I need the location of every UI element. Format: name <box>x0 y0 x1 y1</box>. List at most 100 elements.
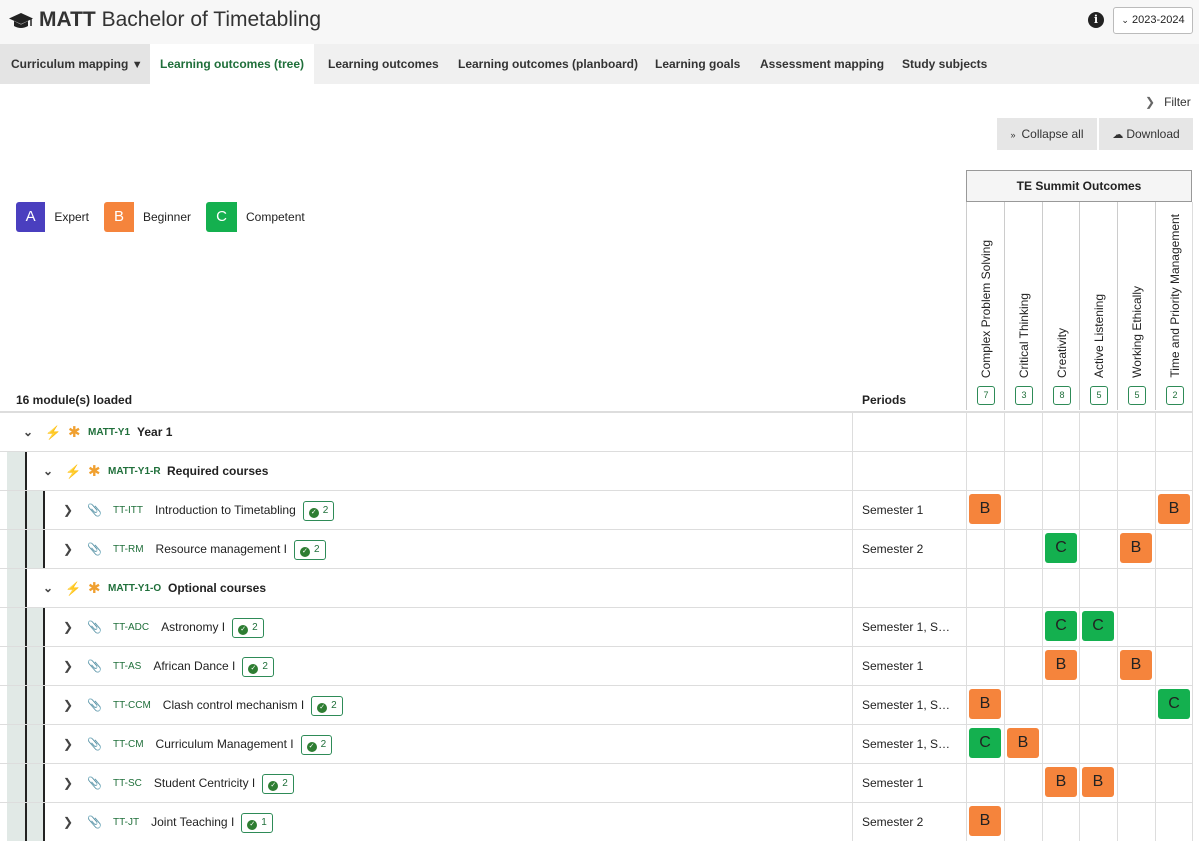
year-select[interactable]: ⌄ 2023-2024 <box>1113 7 1193 34</box>
outcome-level-cell[interactable]: B <box>1082 767 1114 797</box>
module-code[interactable]: TT-SC <box>113 778 142 789</box>
module-code[interactable]: TT-JT <box>113 817 140 828</box>
module-code[interactable]: TT-CM <box>113 739 144 750</box>
table-row[interactable]: ❯ 📎 TT-AS African Dance I ✓ 2 Semester 1 <box>0 646 1193 685</box>
tab-curriculum-mapping[interactable]: Curriculum mapping ▼ <box>0 44 150 84</box>
module-code[interactable]: TT-CCM <box>113 700 151 711</box>
column-divider <box>1155 412 1156 841</box>
table-row[interactable]: ❯ 📎 TT-ITT Introduction to Timetabling ✓ 2 Sem… <box>0 490 1193 529</box>
check-circle-icon: ✓ <box>306 742 317 752</box>
outcome-level-cell[interactable]: C <box>1045 533 1077 563</box>
outcome-level-cell[interactable]: B <box>1120 650 1152 680</box>
tab-learning-outcomes-tree[interactable]: Learning outcomes (tree) <box>150 44 314 84</box>
chevron-right-icon[interactable]: ❯ <box>63 737 74 751</box>
modules-loaded-count: 16 module(s) loaded <box>16 393 133 407</box>
module-name[interactable]: Student Centricity I <box>153 776 256 790</box>
chevron-right-icon[interactable]: ❯ <box>63 503 74 517</box>
outcome-column-header: Working Ethically 5 <box>1117 202 1155 410</box>
table-row[interactable]: ❯ 📎 TT-RM Resource management I ✓ 2 Semester 2 <box>0 529 1193 568</box>
chevron-right-icon[interactable]: ❯ <box>63 542 74 556</box>
chevron-down-icon[interactable]: ⌄ <box>43 581 54 595</box>
outcome-label: Critical Thinking <box>1017 292 1031 378</box>
info-icon[interactable]: i <box>1088 12 1104 28</box>
outcome-column-header: Complex Problem Solving 7 <box>966 202 1004 410</box>
table-row[interactable]: ❯ 📎 TT-CM Curriculum Management I ✓ 2 Semester… <box>0 724 1193 763</box>
outcome-level-cell[interactable]: B <box>1045 767 1077 797</box>
outcome-level-cell[interactable]: B <box>1045 650 1077 680</box>
module-period: Semester 2 <box>862 815 924 829</box>
legend-label: Beginner <box>142 210 191 224</box>
column-divider <box>1004 412 1005 841</box>
table-header-border <box>0 411 1193 413</box>
module-name[interactable]: Curriculum Management I <box>155 737 294 751</box>
outcome-label: Working Ethically <box>1130 286 1144 378</box>
module-name[interactable]: Clash control mechanism I <box>162 698 305 712</box>
outcome-count-badge: ✓ 2 <box>311 696 343 716</box>
outcome-level-cell[interactable]: C <box>969 728 1001 758</box>
tree-group-row[interactable]: ⌄ ⚡ ✱ MATT-Y1-R Required courses <box>0 451 1193 490</box>
module-code[interactable]: TT-RM <box>113 544 144 555</box>
module-name[interactable]: Astronomy I <box>161 620 226 634</box>
check-circle-icon: ✓ <box>317 703 328 713</box>
download-button[interactable]: ☁ Download <box>1099 118 1193 150</box>
module-code[interactable]: TT-AS <box>113 661 142 672</box>
table-row[interactable]: ❯ 📎 TT-SC Student Centricity I ✓ 2 Semester 1 <box>0 763 1193 802</box>
outcome-count-badge: ✓ 2 <box>293 540 326 560</box>
check-circle-icon: ✓ <box>238 625 249 635</box>
module-name[interactable]: African Dance I <box>153 659 236 673</box>
outcome-level-cell[interactable]: B <box>1120 533 1152 563</box>
group-name: Required courses <box>167 464 269 478</box>
tab-bar: Curriculum mapping ▼ Learning outcomes (… <box>0 44 1199 84</box>
outcome-label: Active Listening <box>1092 293 1106 378</box>
chevron-right-icon[interactable]: ❯ <box>63 698 74 712</box>
paperclip-icon: 📎 <box>87 620 102 634</box>
outcome-column-header: Time and Priority Management 2 <box>1155 202 1193 410</box>
table-row[interactable]: ❯ 📎 TT-CCM Clash control mechanism I ✓ 2 Semes… <box>0 685 1193 724</box>
module-period: Semester 1 <box>862 503 924 517</box>
outcome-level-cell[interactable]: B <box>969 494 1001 524</box>
tab-learning-outcomes[interactable]: Learning outcomes <box>328 57 439 71</box>
tab-study-subjects[interactable]: Study subjects <box>902 57 988 71</box>
filter-toggle[interactable]: ❯ Filter <box>1145 95 1191 109</box>
module-name[interactable]: Resource management I <box>155 542 287 556</box>
asterisk-icon: ✱ <box>88 463 101 480</box>
module-name[interactable]: Joint Teaching I <box>151 815 235 829</box>
app-title: MATT Bachelor of Timetabling <box>39 8 322 31</box>
tree-group-row[interactable]: ⌄ ⚡ ✱ MATT-Y1-O Optional courses <box>0 568 1193 607</box>
chevron-down-icon[interactable]: ⌄ <box>23 425 34 439</box>
module-period <box>862 452 956 491</box>
outcome-label: Creativity <box>1055 327 1069 378</box>
tree-group-row[interactable]: ⌄ ⚡ ✱ MATT-Y1 Year 1 <box>0 412 1193 451</box>
chevron-down-icon: ⌄ <box>1121 15 1129 25</box>
tab-learning-goals[interactable]: Learning goals <box>655 57 741 71</box>
module-code[interactable]: TT-ADC <box>113 622 150 633</box>
chevron-right-icon[interactable]: ❯ <box>63 659 74 673</box>
tab-learning-outcomes-planboard[interactable]: Learning outcomes (planboard) <box>458 57 639 71</box>
group-name: Year 1 <box>137 425 173 439</box>
collapse-all-button[interactable]: » Collapse all <box>997 118 1097 150</box>
outcome-level-cell[interactable]: B <box>1007 728 1039 758</box>
outcome-count-badge: ✓ 2 <box>232 618 264 638</box>
module-period: Semester 1 <box>862 776 924 790</box>
tab-assessment-mapping[interactable]: Assessment mapping <box>760 57 885 71</box>
chevron-right-icon[interactable]: ❯ <box>63 620 74 634</box>
legend-competent: C Competent <box>206 202 314 232</box>
plug-icon: ⚡ <box>65 464 82 479</box>
outcome-label: Time and Priority Management <box>1168 214 1182 378</box>
table-row[interactable]: ❯ 📎 TT-JT Joint Teaching I ✓ 1 Semester 2 <box>0 802 1193 841</box>
outcome-level-cell[interactable]: C <box>1082 611 1114 641</box>
group-code: MATT-Y1 <box>88 427 131 438</box>
outcome-level-cell[interactable]: B <box>969 689 1001 719</box>
chevron-right-icon[interactable]: ❯ <box>63 776 74 790</box>
module-code[interactable]: TT-ITT <box>113 505 143 516</box>
graduation-cap-icon <box>9 13 33 28</box>
chevron-down-icon[interactable]: ⌄ <box>43 464 54 478</box>
table-row[interactable]: ❯ 📎 TT-ADC Astronomy I ✓ 2 Semester 1, Se… <box>0 607 1193 646</box>
outcome-level-cell[interactable]: B <box>969 806 1001 836</box>
outcome-level-cell[interactable]: C <box>1158 689 1190 719</box>
module-name[interactable]: Introduction to Timetabling <box>155 503 296 517</box>
outcome-level-cell[interactable]: B <box>1158 494 1190 524</box>
chevron-right-icon[interactable]: ❯ <box>63 815 74 829</box>
outcome-level-cell[interactable]: C <box>1045 611 1077 641</box>
column-divider <box>1042 412 1043 841</box>
